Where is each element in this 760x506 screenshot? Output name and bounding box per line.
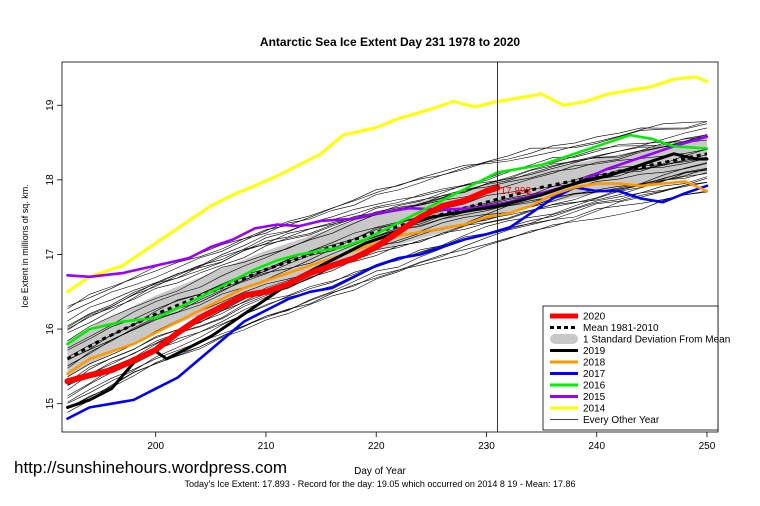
legend-entry: 2016 bbox=[550, 381, 606, 392]
std-deviation-band bbox=[67, 135, 707, 378]
other-year-line bbox=[67, 182, 708, 397]
legend-label: Mean 1981-2010 bbox=[583, 323, 659, 334]
y-axis-label: Ice Extent in millions of sq. km. bbox=[20, 184, 30, 308]
series-line-2019 bbox=[66, 152, 709, 409]
y-tick-label: 19 bbox=[45, 99, 56, 111]
legend-entry: 2014 bbox=[550, 404, 606, 415]
legend-label: 1 Standard Deviation From Mean bbox=[583, 335, 730, 346]
series-line-2020 bbox=[64, 184, 501, 385]
today-extent-annotation: 17.893 bbox=[500, 186, 531, 197]
other-year-line bbox=[67, 136, 708, 334]
other-year-line bbox=[67, 121, 708, 310]
other-year-line bbox=[67, 135, 708, 327]
legend-entry: 2020 bbox=[550, 312, 606, 323]
legend-entry: 2018 bbox=[550, 358, 606, 369]
series-line-2017 bbox=[66, 184, 709, 420]
x-tick-label: 210 bbox=[258, 441, 275, 452]
other-year-line bbox=[67, 123, 708, 314]
x-tick-label: 250 bbox=[699, 441, 716, 452]
mean-line bbox=[66, 152, 708, 361]
legend-label: 2020 bbox=[583, 312, 606, 323]
legend-entry: 1 Standard Deviation From Mean bbox=[550, 334, 730, 346]
y-tick-label: 16 bbox=[45, 323, 56, 335]
other-year-line bbox=[67, 127, 708, 322]
x-tick-label: 240 bbox=[588, 441, 605, 452]
series-line-2014 bbox=[66, 75, 709, 294]
legend-entry: 2017 bbox=[550, 369, 606, 380]
plot-frame bbox=[61, 61, 719, 433]
legend-entry: Mean 1981-2010 bbox=[550, 323, 659, 334]
legend-entry: 2019 bbox=[550, 346, 606, 357]
plot-inner bbox=[64, 75, 709, 420]
plot-area: 17.893 bbox=[64, 62, 709, 432]
legend-label: 2018 bbox=[583, 358, 606, 369]
website-watermark: http://sunshinehours.wordpress.com bbox=[14, 458, 288, 477]
y-tick-label: 18 bbox=[45, 174, 56, 186]
x-tick-label: 220 bbox=[368, 441, 385, 452]
x-tick-label: 230 bbox=[478, 441, 495, 452]
other-year-line bbox=[67, 168, 708, 383]
footer-summary: Today's Ice Extent: 17.893 - Record for … bbox=[184, 479, 576, 489]
other-year-line bbox=[67, 134, 708, 328]
x-axis-label: Day of Year bbox=[354, 466, 406, 477]
x-tick-label: 200 bbox=[147, 441, 164, 452]
legend-swatch bbox=[550, 334, 578, 344]
chart-title: Antarctic Sea Ice Extent Day 231 1978 to… bbox=[260, 35, 520, 49]
legend-entry: Every Other Year bbox=[550, 415, 660, 426]
legend-label: Every Other Year bbox=[583, 415, 660, 426]
legend-label: 2016 bbox=[583, 381, 606, 392]
legend-label: 2015 bbox=[583, 392, 606, 403]
axes: 200 210 220 230 240 250 15 16 17 18 19 bbox=[45, 61, 719, 452]
legend-label: 2014 bbox=[583, 404, 606, 415]
other-year-line bbox=[67, 181, 708, 403]
y-tick-label: 17 bbox=[45, 248, 56, 260]
series-line-2016 bbox=[66, 133, 709, 346]
legend-label: 2019 bbox=[583, 346, 606, 357]
y-tick-label: 15 bbox=[45, 398, 56, 410]
legend-label: 2017 bbox=[583, 369, 606, 380]
legend-entry: 2015 bbox=[550, 392, 606, 403]
